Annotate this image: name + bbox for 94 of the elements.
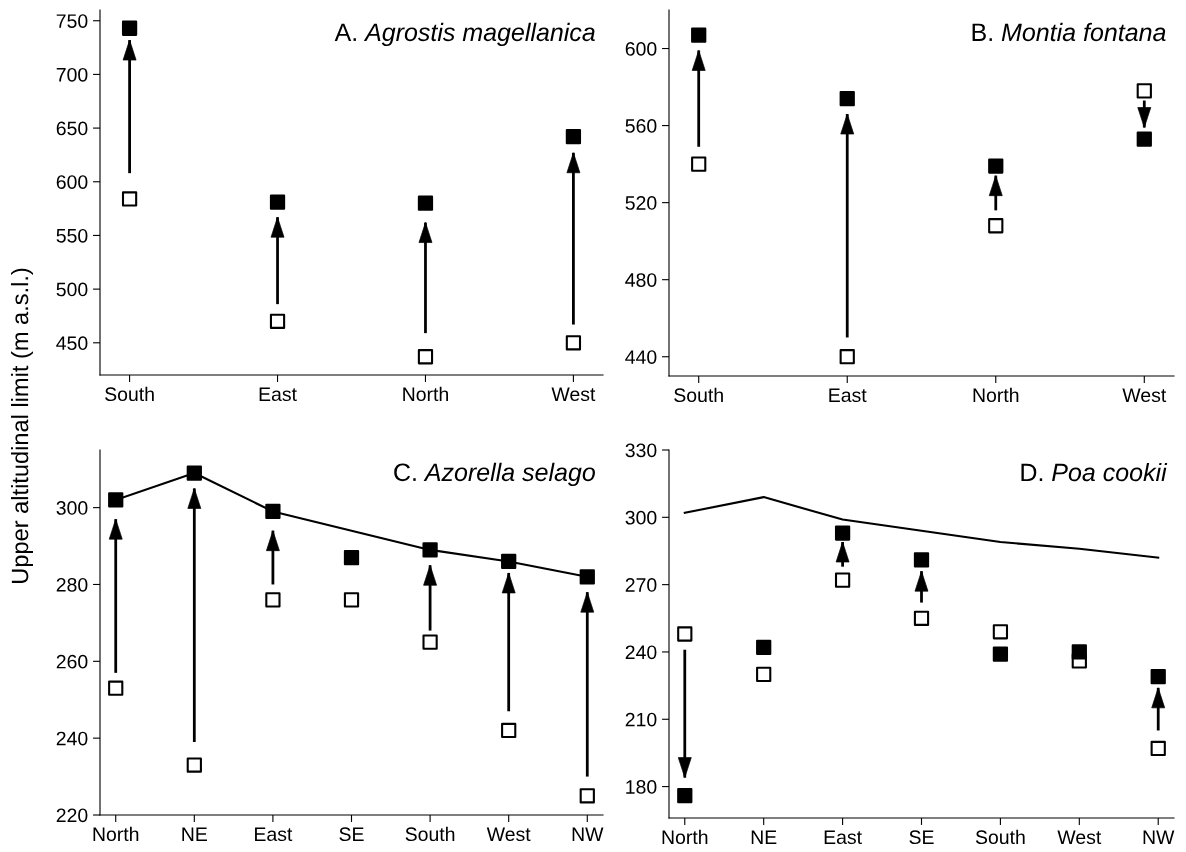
x-tick-label: NE xyxy=(182,827,207,841)
y-tick-label: 440 xyxy=(625,350,657,364)
point xyxy=(269,194,286,210)
x-tick-label: NW xyxy=(572,827,604,841)
point xyxy=(992,624,1009,640)
point xyxy=(186,757,202,773)
point xyxy=(565,129,582,145)
y-tick-label: 240 xyxy=(625,645,657,660)
point xyxy=(677,787,693,804)
point xyxy=(565,335,582,351)
chart-title: B. Montia fontana xyxy=(972,22,1166,42)
point xyxy=(579,788,595,804)
point xyxy=(417,349,434,365)
x-tick-label: South xyxy=(674,387,723,403)
y-tick-label: 180 xyxy=(626,780,657,794)
x-tick-label: West xyxy=(1122,388,1167,403)
point xyxy=(756,639,772,656)
line-series xyxy=(683,496,1160,559)
y-tick-label: 450 xyxy=(56,336,88,351)
y-tick-label: 270 xyxy=(625,578,657,592)
y-tick-label: 300 xyxy=(625,510,657,525)
y-tick-label: 210 xyxy=(625,712,657,727)
point xyxy=(1071,644,1087,660)
chart-title: C. Azorella selago xyxy=(394,462,595,487)
point xyxy=(1150,669,1166,685)
point xyxy=(579,569,595,585)
y-tick-label: 560 xyxy=(625,119,657,133)
point xyxy=(186,465,202,481)
point xyxy=(1136,83,1152,99)
x-tick-label: NW xyxy=(1143,830,1175,844)
point xyxy=(265,503,281,520)
y-tick-label: 480 xyxy=(625,273,657,287)
point xyxy=(913,552,930,568)
point xyxy=(677,626,693,642)
x-tick-label: East xyxy=(255,827,293,842)
point xyxy=(834,525,851,541)
x-tick-label: South xyxy=(105,386,154,402)
point xyxy=(108,492,124,508)
point xyxy=(269,313,286,329)
x-tick-label: East xyxy=(824,830,862,845)
point xyxy=(121,191,138,207)
x-tick-label: SE xyxy=(339,827,364,842)
x-tick-label: SE xyxy=(909,830,934,845)
point xyxy=(839,349,855,365)
x-tick-label: NE xyxy=(751,830,777,844)
point xyxy=(501,553,517,570)
point xyxy=(417,195,434,211)
point xyxy=(265,592,281,608)
x-tick-label: West xyxy=(1057,830,1102,845)
y-tick-label: 240 xyxy=(56,731,88,746)
y-tick-label: 300 xyxy=(56,501,88,515)
point xyxy=(691,27,707,43)
point xyxy=(839,90,855,107)
x-tick-label: North xyxy=(403,386,448,402)
x-tick-label: West xyxy=(551,387,596,402)
x-tick-label: South xyxy=(405,826,455,842)
y-tick-label: 700 xyxy=(56,67,88,82)
point xyxy=(422,634,438,650)
x-tick-label: North xyxy=(662,829,708,845)
point xyxy=(343,549,360,566)
point xyxy=(343,592,360,608)
y-axis-title: Upper altitudinal limit (m a.s.l.) xyxy=(11,268,34,583)
point xyxy=(988,218,1004,234)
y-tick-label: 600 xyxy=(625,41,657,56)
point xyxy=(756,666,772,683)
y-tick-label: 650 xyxy=(56,121,88,136)
point xyxy=(108,680,124,696)
point xyxy=(992,646,1009,662)
x-tick-label: West xyxy=(486,827,531,842)
x-tick-label: East xyxy=(259,387,297,402)
point xyxy=(988,158,1004,174)
point xyxy=(1150,740,1166,757)
y-tick-label: 600 xyxy=(56,175,88,189)
x-tick-label: East xyxy=(829,388,867,403)
point xyxy=(422,542,438,558)
y-tick-label: 220 xyxy=(56,808,88,823)
point xyxy=(121,20,138,36)
x-tick-label: North xyxy=(93,826,139,842)
point xyxy=(691,156,707,172)
point xyxy=(1136,131,1152,147)
y-tick-label: 550 xyxy=(56,228,88,243)
y-tick-label: 750 xyxy=(56,14,88,28)
point xyxy=(913,610,930,626)
point xyxy=(501,722,517,739)
point xyxy=(834,572,851,588)
y-tick-label: 500 xyxy=(56,282,88,297)
chart-title: A. Agrostis magellanica xyxy=(334,22,595,47)
y-tick-label: 330 xyxy=(625,443,657,458)
y-tick-label: 260 xyxy=(56,654,88,669)
x-tick-label: South xyxy=(975,829,1025,845)
y-tick-label: 520 xyxy=(625,196,657,210)
chart-title: D. Poa cookii xyxy=(1021,462,1168,482)
x-tick-label: North xyxy=(973,387,1019,403)
y-tick-label: 280 xyxy=(56,577,88,592)
